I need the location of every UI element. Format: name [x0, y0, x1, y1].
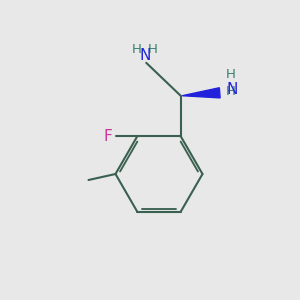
- Polygon shape: [182, 88, 220, 98]
- Text: H: H: [132, 43, 142, 56]
- Text: H: H: [148, 43, 158, 56]
- Text: H: H: [226, 85, 236, 98]
- Text: N: N: [226, 82, 238, 97]
- Text: H: H: [226, 68, 236, 81]
- Text: F: F: [104, 129, 113, 144]
- Text: N: N: [139, 48, 150, 63]
